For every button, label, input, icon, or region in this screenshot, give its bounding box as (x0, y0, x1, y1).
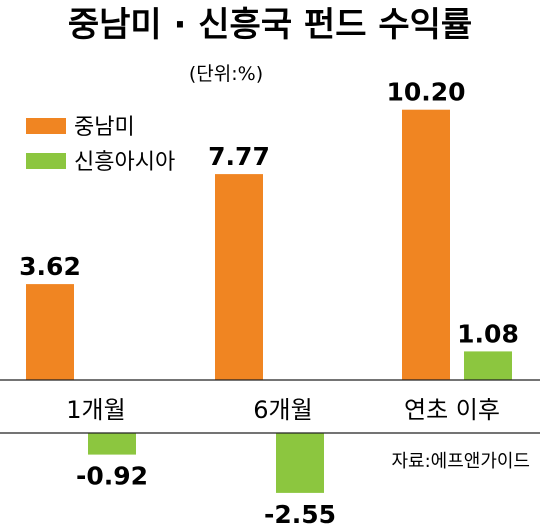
bar-emerging-asia-1-month (88, 433, 136, 455)
category-label-ytd: 연초 이후 (404, 396, 500, 424)
bar-latin-america-6-months (215, 174, 263, 380)
value-labels: 3.62 7.77 10.20 -0.92 -2.55 1.08 (19, 78, 519, 527)
legend-label-emerging-asia: 신흥아시아 (74, 150, 175, 175)
legend: 중남미 신흥아시아 (26, 115, 175, 175)
legend-label-latin-america: 중남미 (74, 115, 135, 140)
value-label-emerging-asia-1-month: -0.92 (76, 462, 148, 491)
bar-latin-america-1-month (26, 284, 74, 380)
source-note: 자료:에프앤가이드 (391, 451, 530, 472)
category-label-6-months: 6개월 (253, 396, 312, 424)
unit-label: (단위:%) (189, 63, 263, 85)
value-label-emerging-asia-ytd: 1.08 (457, 319, 519, 348)
value-label-latin-america-ytd: 10.20 (386, 78, 465, 107)
legend-swatch-latin-america (26, 118, 66, 134)
value-label-latin-america-6-months: 7.77 (208, 142, 270, 171)
legend-swatch-emerging-asia (26, 153, 66, 169)
bar-emerging-asia-ytd (464, 351, 512, 380)
value-label-emerging-asia-6-months: -2.55 (264, 500, 336, 527)
bars (26, 109, 512, 493)
bar-emerging-asia-6-months (276, 433, 324, 493)
chart-title: 중남미 · 신흥국 펀드 수익률 (68, 5, 472, 45)
category-label-1-month: 1개월 (66, 396, 125, 424)
value-label-latin-america-1-month: 3.62 (19, 252, 81, 281)
bar-latin-america-ytd (402, 109, 450, 380)
